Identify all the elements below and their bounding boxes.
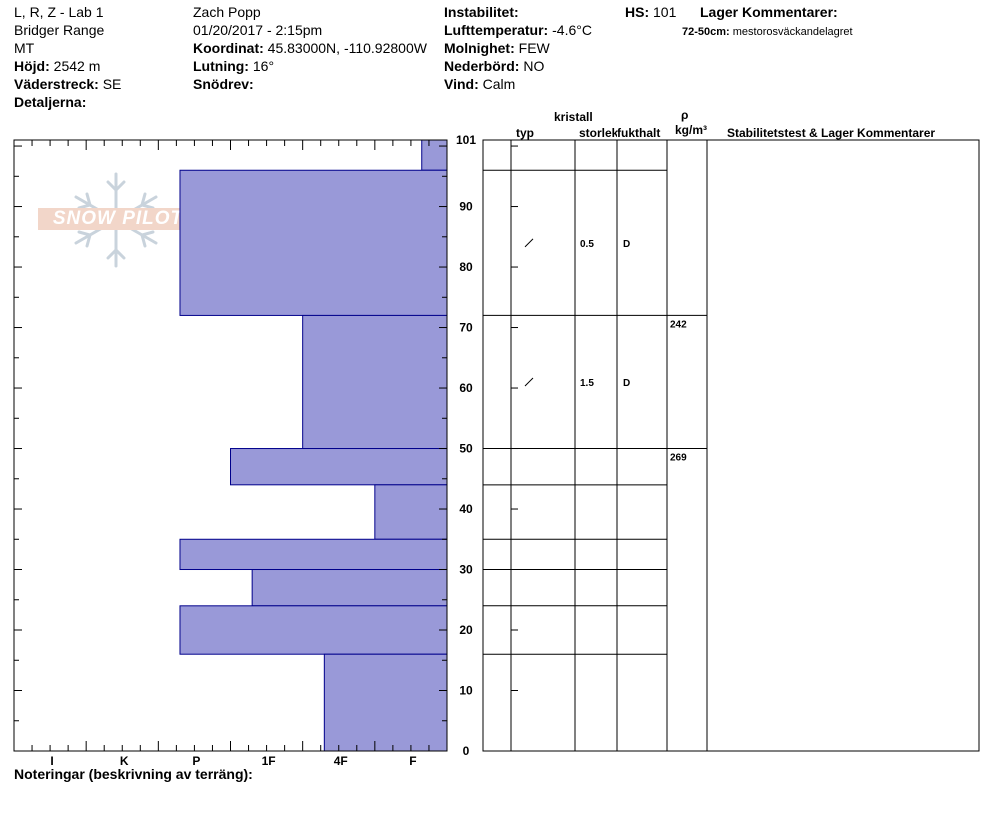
hardness-label: F [409,754,416,768]
depth-label: 30 [459,563,473,577]
depth-label: 80 [459,260,473,274]
hs-value: 101 [653,4,677,20]
crystal-moisture: D [623,378,630,389]
hardness-bar [421,139,448,171]
density-value: 242 [670,319,687,330]
state-name: MT [14,40,35,56]
hs-label: HS: [625,4,650,20]
wind-value: Calm [482,76,516,92]
crystal-header: kristall [554,110,593,124]
aspect-row: Väderstreck: SE [14,76,121,92]
wind-row: Vind: Calm [444,76,515,92]
density-unit-header: kg/m³ [675,123,708,137]
elevation-label: Höjd: [14,58,50,74]
hs-row: HS: 101 [625,4,676,20]
table-frame [482,139,980,752]
depth-label: 20 [459,623,473,637]
details-label: Detaljerna: [14,94,87,110]
drift-label: Snödrev: [193,76,254,92]
depth-label: 70 [459,321,473,335]
hardness-bar [179,605,448,655]
hardness-label: 1F [262,754,276,768]
instability-label: Instabilitet: [444,4,519,20]
crystal-moisture: D [623,239,630,250]
airtemp-label: Lufttemperatur: [444,22,549,38]
hardness-bar [230,448,448,486]
depth-label: 10 [459,684,473,698]
hardness-bar [374,484,448,540]
site-name: L, R, Z - Lab 1 [14,4,104,20]
airtemp-row: Lufttemperatur: -4.6°C [444,22,592,38]
hardness-bar [179,538,448,571]
logo-text: SNOW PILOT [38,208,198,230]
layer-comments-label: Lager Kommentarer: [700,4,838,20]
sky-row: Molnighet: FEW [444,40,550,56]
hardness-label: 4F [334,754,348,768]
crystal-type-symbol [524,377,534,387]
depth-label: 50 [459,442,473,456]
observer-name: Zach Popp [193,4,261,20]
coordinate-value: 45.83000N, -110.92800W [267,40,427,56]
crystal-size: 1.5 [580,378,594,389]
hardness-bar [302,314,448,450]
size-header: storlek [579,126,617,140]
aspect-value: SE [102,76,122,92]
precip-value: NO [523,58,545,74]
observation-datetime: 01/20/2017 - 2:15pm [193,22,323,38]
snowpilot-logo: SNOW PILOT [38,170,198,270]
notes-label: Noteringar (beskrivning av terräng): [14,766,253,782]
elevation-value: 2542 m [53,58,101,74]
elevation-row: Höjd: 2542 m [14,58,100,74]
slope-row: Lutning: 16° [193,58,274,74]
stability-header: Stabilitetstest & Lager Kommentarer [727,126,936,140]
slope-label: Lutning: [193,58,249,74]
aspect-label: Väderstreck: [14,76,99,92]
density-value: 269 [670,453,687,464]
coordinate-label: Koordinat: [193,40,264,56]
hardness-bar [251,569,448,607]
crystal-type-symbol [524,238,534,248]
precip-label: Nederbörd: [444,58,520,74]
type-header: typ [516,126,534,140]
precip-row: Nederbörd: NO [444,58,544,74]
slope-value: 16° [252,58,275,74]
layer-comment-row: 72-50cm: mestorosväckandelagret [682,24,853,40]
crystal-size: 0.5 [580,239,594,250]
rho-header: ρ [681,108,689,122]
layer-comment-range: 72-50cm: [682,26,730,38]
moisture-header: fukthalt [617,126,661,140]
depth-label: 101 [456,133,476,147]
sky-label: Molnighet: [444,40,515,56]
layer-comment-text: mestorosväckandelagret [732,26,853,38]
hardness-bar [323,653,448,752]
depth-label: 60 [459,381,473,395]
depth-label: 0 [463,744,470,758]
range-name: Bridger Range [14,22,105,38]
wind-label: Vind: [444,76,479,92]
coordinate-row: Koordinat: 45.83000N, -110.92800W [193,40,427,56]
depth-label: 90 [459,200,473,214]
depth-label: 40 [459,502,473,516]
airtemp-value: -4.6°C [552,22,592,38]
hardness-bar [179,169,448,316]
sky-value: FEW [518,40,550,56]
